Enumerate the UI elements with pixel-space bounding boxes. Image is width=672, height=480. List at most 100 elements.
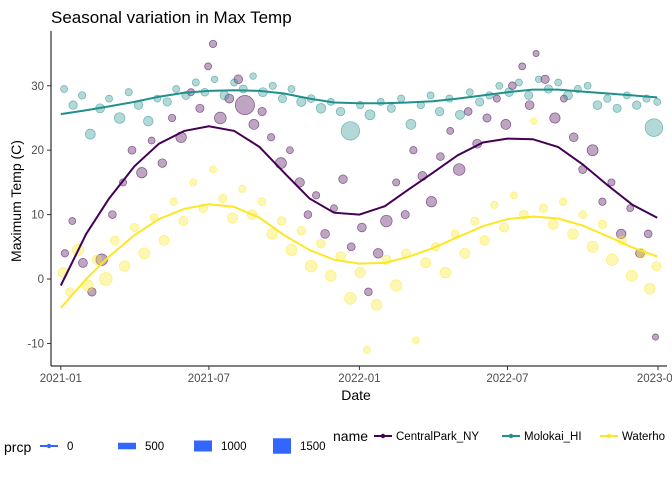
data-point: [515, 78, 523, 87]
smooth-line: [59, 125, 658, 286]
data-point: [189, 178, 198, 187]
data-point: [346, 242, 356, 252]
data-point: [586, 240, 599, 253]
color-legend-label: Molokai_HI: [524, 431, 582, 443]
data-point: [87, 287, 97, 297]
data-point: [583, 81, 592, 90]
data-point: [78, 258, 88, 268]
points-layer: [57, 39, 664, 354]
data-point: [169, 197, 178, 206]
data-point: [344, 292, 357, 305]
data-point: [147, 136, 156, 145]
data-point: [578, 210, 588, 219]
data-point: [586, 144, 599, 157]
size-legend-title: prcp: [4, 439, 31, 455]
data-point: [364, 109, 376, 121]
data-point: [510, 191, 518, 200]
data-point: [625, 269, 638, 282]
data-point: [234, 95, 255, 116]
data-point: [267, 133, 276, 142]
data-point: [554, 78, 563, 87]
size-legend-label: 0: [67, 441, 73, 453]
data-point: [597, 219, 607, 229]
data-point: [320, 229, 330, 239]
data-point: [560, 94, 568, 103]
data-point: [644, 118, 664, 137]
data-point: [91, 254, 102, 265]
data-point: [607, 178, 616, 187]
data-point: [157, 158, 167, 168]
color-legend: name CentralPark_NY Molokai_HI Waterho: [333, 428, 665, 444]
data-point: [105, 94, 113, 103]
data-point: [482, 113, 492, 123]
data-point: [603, 94, 612, 103]
color-legend-key: Waterho: [600, 431, 665, 443]
data-point: [210, 75, 219, 83]
chart-title: Seasonal variation in Max Temp: [51, 8, 292, 27]
data-point: [227, 212, 238, 224]
data-point: [296, 96, 307, 107]
data-point: [500, 119, 512, 130]
data-point: [340, 121, 360, 141]
data-point: [108, 210, 117, 219]
x-tick-label: 2021-01: [40, 373, 82, 385]
data-point: [277, 216, 287, 226]
size-legend-key: 1500: [273, 438, 326, 454]
data-point: [178, 216, 189, 226]
data-point: [538, 203, 549, 213]
y-tick-label: 0: [38, 274, 44, 286]
data-point: [373, 248, 384, 259]
data-point: [114, 112, 126, 124]
data-point: [209, 165, 217, 174]
data-point: [60, 249, 69, 258]
data-point: [534, 75, 543, 83]
data-point: [392, 178, 401, 187]
data-point: [612, 103, 622, 113]
data-point: [129, 222, 139, 233]
data-point: [426, 91, 435, 100]
y-axis-title: Maximum Temp (C): [8, 140, 24, 262]
x-tick-label: 2023-01: [637, 373, 672, 385]
data-point: [191, 78, 200, 87]
data-point: [238, 184, 247, 193]
data-point: [632, 100, 642, 110]
data-point: [162, 97, 172, 107]
data-point: [470, 216, 480, 226]
data-point: [143, 116, 154, 127]
data-point: [60, 85, 68, 93]
data-point: [508, 81, 517, 91]
data-point: [492, 94, 501, 103]
x-tick-label: 2021-07: [188, 373, 230, 385]
data-point: [540, 74, 550, 84]
data-point: [208, 39, 218, 48]
data-point: [459, 247, 471, 259]
data-point: [518, 62, 527, 71]
y-tick-label: 30: [31, 81, 44, 93]
data-point: [425, 196, 437, 208]
data-point: [238, 84, 248, 94]
data-point: [248, 119, 260, 130]
data-point: [606, 253, 619, 266]
data-point: [490, 200, 499, 209]
data-point: [397, 94, 406, 103]
size-legend: prcp 0 500 1000 1500: [4, 438, 326, 455]
data-point: [453, 163, 466, 176]
data-point: [644, 283, 656, 295]
data-point: [364, 287, 373, 297]
data-point: [354, 267, 366, 279]
y-tick-label: -10: [27, 338, 44, 350]
data-point: [547, 218, 559, 230]
data-point: [168, 113, 177, 123]
size-legend-key: 500: [118, 441, 164, 453]
data-point: [568, 132, 579, 143]
data-point: [376, 98, 385, 106]
data-point: [524, 100, 535, 110]
data-point: [275, 157, 287, 169]
data-point: [563, 90, 573, 101]
color-legend-label: Waterho: [622, 431, 665, 443]
data-point: [325, 270, 337, 282]
data-point: [303, 210, 313, 219]
y-tick-label: 20: [31, 145, 44, 157]
data-point: [304, 259, 318, 273]
data-point: [268, 81, 277, 90]
